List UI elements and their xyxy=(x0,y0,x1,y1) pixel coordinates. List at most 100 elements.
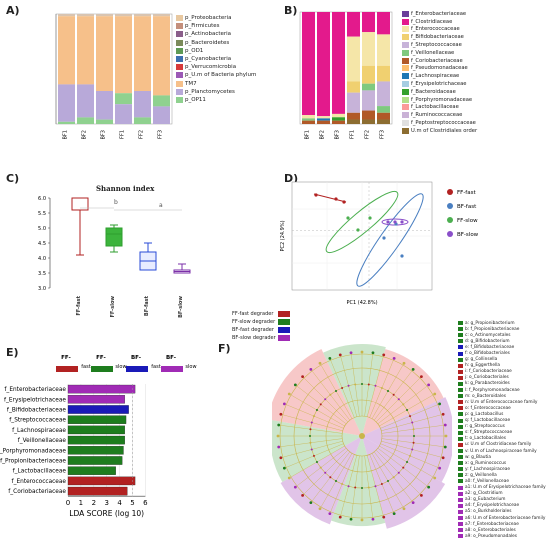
legend-swatch xyxy=(458,528,463,533)
legend-swatch xyxy=(402,88,409,95)
cladogram-node xyxy=(380,483,383,486)
legend-label: f_Streptococcaceae xyxy=(411,42,462,49)
panel-f-taxa-legend-item: r: g_Streptococcus xyxy=(458,424,546,430)
cladogram-node xyxy=(341,386,344,389)
panel-f-taxa-legend-item: m: o_Bacteroidales xyxy=(458,393,546,399)
clade-sector xyxy=(362,436,446,529)
stack-segment xyxy=(332,117,345,121)
legend-swatch xyxy=(91,366,113,372)
cladogram-node xyxy=(318,507,322,511)
legend-label: FF-slow xyxy=(457,218,478,224)
cladogram-node xyxy=(328,356,332,360)
cladogram-node xyxy=(329,393,332,396)
panel-f-taxa-legend-item: a7: f_Enterobacteriaceae xyxy=(458,521,546,527)
stack-segment xyxy=(58,14,75,17)
legend-label: f_Clostridiaceae xyxy=(411,18,453,25)
lda-bar xyxy=(67,476,136,486)
stack-segment xyxy=(347,119,360,124)
stack-segment xyxy=(58,16,75,85)
legend-swatch xyxy=(458,449,463,454)
panel-a-legend-item: p_Planctomycetes xyxy=(176,88,256,96)
stack-segment xyxy=(77,16,94,85)
cladogram-node xyxy=(312,415,315,418)
panel-f-taxa-legend-item: l: f_Porphyromonadaceae xyxy=(458,387,546,393)
panel-f-taxa-legend-item: o: f_Enterococcaceae xyxy=(458,405,546,411)
x-axis-label: PC1 (42.8%) xyxy=(346,300,377,306)
panel-b-frame xyxy=(299,11,393,125)
legend-swatch xyxy=(458,436,463,441)
cladogram-node xyxy=(319,403,322,406)
cladogram-node xyxy=(338,515,342,519)
stack-segment xyxy=(77,84,94,118)
legend-swatch xyxy=(402,96,409,103)
panel-b-legend-item: f_Pseudomonadaceae xyxy=(402,65,477,73)
cladogram-node xyxy=(441,412,445,416)
legend-label: o: f_Enterococcaceae xyxy=(465,405,511,411)
legend-label: w: g_Blautia xyxy=(465,454,491,460)
legend-label: f_Bifidobacteriaceae xyxy=(411,34,464,41)
cladogram-node xyxy=(406,409,409,411)
legend-label: f_Lactobacillaceae xyxy=(411,104,459,111)
legend-label: t: o_Lactobacillales xyxy=(465,436,506,442)
panel-f-group-legend-item: BF-slow degrader xyxy=(232,334,292,342)
cladogram-node xyxy=(374,384,377,387)
panel-b-legend-item: f_Peptostreptococcaceae xyxy=(402,119,477,127)
legend-swatch xyxy=(126,366,148,372)
stack-segment xyxy=(134,91,151,118)
cladogram-node xyxy=(419,375,423,379)
legend-swatch xyxy=(402,10,409,17)
panel-f-taxa-legend-item: a2: g_Clostridium xyxy=(458,491,546,497)
stack-segment xyxy=(115,14,132,17)
legend-label-bottom: slow xyxy=(185,364,196,370)
cladogram-node xyxy=(349,517,353,521)
y-tick-label: 5.0 xyxy=(38,226,46,232)
legend-marker xyxy=(447,231,453,237)
legend-swatch xyxy=(458,400,463,405)
legend-swatch xyxy=(176,80,183,87)
cladogram-node xyxy=(354,383,357,386)
panel-f-taxa-legend-item: a4: f_Erysipelotrichaceae xyxy=(458,503,546,509)
stack-segment xyxy=(317,120,330,124)
stack-segment xyxy=(77,117,94,124)
cladogram-node xyxy=(360,350,364,354)
legend-swatch xyxy=(402,112,409,119)
legend-swatch xyxy=(278,335,290,341)
panel-f-taxa-legend-item: a3: g_Eubacterium xyxy=(458,497,546,503)
cladogram-node xyxy=(402,507,406,511)
legend-marker xyxy=(447,203,453,209)
clade-sector xyxy=(280,436,362,525)
legend-label-bottom: fast xyxy=(81,364,90,370)
legend-label: x: g_Ruminococcus xyxy=(465,460,507,466)
legend-label: q: f_Lactobacillaceae xyxy=(465,418,511,424)
legend-swatch xyxy=(402,49,409,56)
legend-swatch xyxy=(278,327,290,333)
panel-f-taxa-legend-item: z: g_Veillonella xyxy=(458,472,546,478)
panel-a-legend-item: p_OP11 xyxy=(176,96,256,104)
cladogram-node xyxy=(282,402,286,406)
legend-swatch xyxy=(458,467,463,472)
panel-b-legend-item: f_Clostridiaceae xyxy=(402,18,477,26)
legend-label: s: f_Streptococcaceae xyxy=(465,430,513,436)
cladogram-node xyxy=(419,493,423,497)
panel-f-taxa-legend-item: a8: o_Enterobacteriales xyxy=(458,527,546,533)
legend-swatch xyxy=(402,73,409,80)
stack-segment xyxy=(115,104,132,124)
legend-label: p_U.m of Bacteria phylum xyxy=(185,72,257,79)
panel-b-legend-item: f_Porphyromonadaceae xyxy=(402,96,477,104)
lda-bar xyxy=(67,446,124,455)
stack-segment xyxy=(347,36,360,82)
panel-f-taxa-legend-item: a: g_Propionibacterium xyxy=(458,320,546,326)
stack-segment xyxy=(377,106,390,113)
legend-label: f_Lachnospiraceae xyxy=(411,73,460,80)
cladogram-node xyxy=(301,493,305,497)
cladogram-node xyxy=(293,383,297,387)
legend-label: y: f_Lachnospiraceae xyxy=(465,466,511,472)
cladogram-node xyxy=(347,384,350,387)
cladogram-node xyxy=(335,480,337,483)
stack-segment xyxy=(153,14,170,17)
legend-swatch xyxy=(458,388,463,393)
panel-b-legend-item: f_Streptococcaceae xyxy=(402,41,477,49)
legend-swatch xyxy=(176,39,183,46)
sample-label: BF2 xyxy=(320,130,326,140)
pca-point xyxy=(346,216,350,220)
